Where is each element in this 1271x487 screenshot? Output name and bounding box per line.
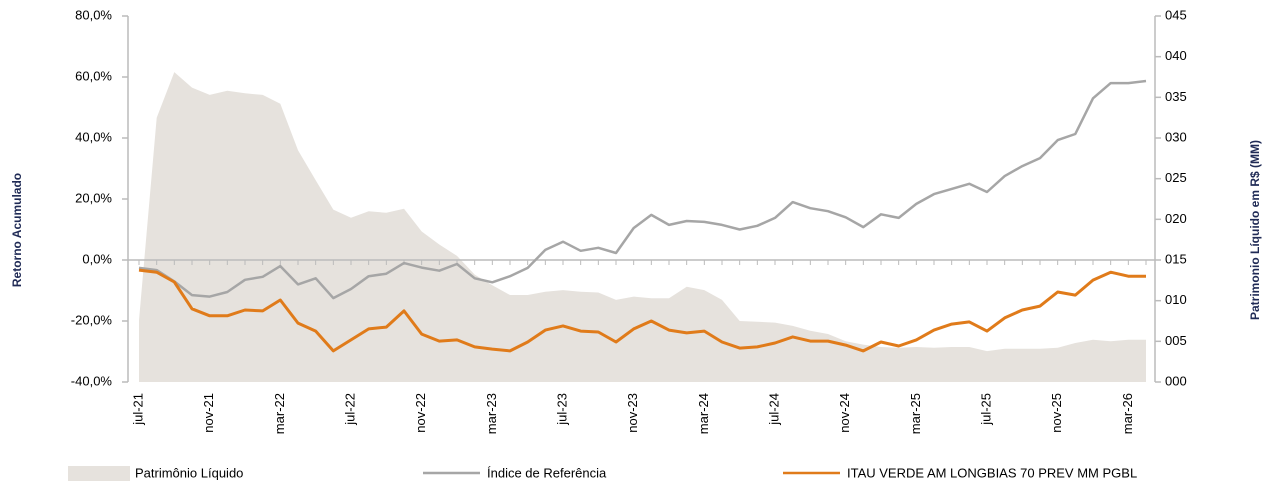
y2-tick-label: 025 — [1165, 170, 1187, 185]
legend-label: ITAU VERDE AM LONGBIAS 70 PREV MM PGBL — [847, 465, 1137, 480]
y-axis-title: Retorno Acumulado — [10, 173, 24, 287]
x-tick-label: nov-22 — [413, 393, 428, 433]
y-tick-label: -40,0% — [71, 373, 113, 388]
y2-tick-label: 015 — [1165, 251, 1187, 266]
y-tick-label: 40,0% — [75, 129, 112, 144]
y2-tick-label: 045 — [1165, 7, 1187, 22]
y-tick-label: 80,0% — [75, 7, 112, 22]
x-tick-label: mar-22 — [272, 393, 287, 434]
x-tick-label: mar-23 — [484, 393, 499, 434]
x-tick-label: jul-21 — [130, 393, 145, 426]
y2-tick-label: 000 — [1165, 373, 1187, 388]
legend-swatch — [68, 466, 130, 481]
x-tick-label: jul-22 — [342, 393, 357, 426]
x-tick-label: nov-25 — [1049, 393, 1064, 433]
x-tick-label: nov-24 — [837, 393, 852, 433]
area — [139, 72, 1146, 382]
line — [138, 268, 1146, 353]
y2-tick-label: 010 — [1165, 292, 1187, 307]
y2-tick-label: 030 — [1165, 129, 1187, 144]
x-tick-label: nov-21 — [201, 393, 216, 433]
y2-tick-label: 035 — [1165, 89, 1187, 104]
y-tick-label: 0,0% — [82, 251, 112, 266]
y2-tick-label: 005 — [1165, 333, 1187, 348]
y2-tick-label: 020 — [1165, 211, 1187, 226]
x-tick-label: nov-23 — [625, 393, 640, 433]
x-tick-label: jul-24 — [766, 393, 781, 426]
legend-label: Índice de Referência — [487, 465, 607, 480]
y2-axis-title: Patrimonio Líquido em R$ (MM) — [1248, 140, 1262, 320]
line — [138, 79, 1147, 300]
y-tick-label: 20,0% — [75, 190, 112, 205]
x-tick-label: mar-24 — [696, 393, 711, 434]
y-tick-label: -20,0% — [71, 312, 113, 327]
x-tick-label: jul-23 — [554, 393, 569, 426]
x-tick-label: jul-25 — [978, 393, 993, 426]
x-tick-label: mar-25 — [908, 393, 923, 434]
y-tick-label: 60,0% — [75, 68, 112, 83]
x-tick-label: mar-26 — [1120, 393, 1135, 434]
legend-label: Patrimônio Líquido — [135, 465, 243, 480]
y2-tick-label: 040 — [1165, 48, 1187, 63]
